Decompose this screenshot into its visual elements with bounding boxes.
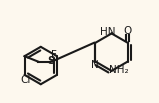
Text: S: S [47,56,54,66]
Text: O: O [124,26,132,36]
Text: Cl: Cl [20,75,30,85]
Text: F: F [51,50,57,60]
Text: N: N [91,60,99,70]
Text: HN: HN [100,27,116,37]
Text: NH₂: NH₂ [109,65,129,75]
